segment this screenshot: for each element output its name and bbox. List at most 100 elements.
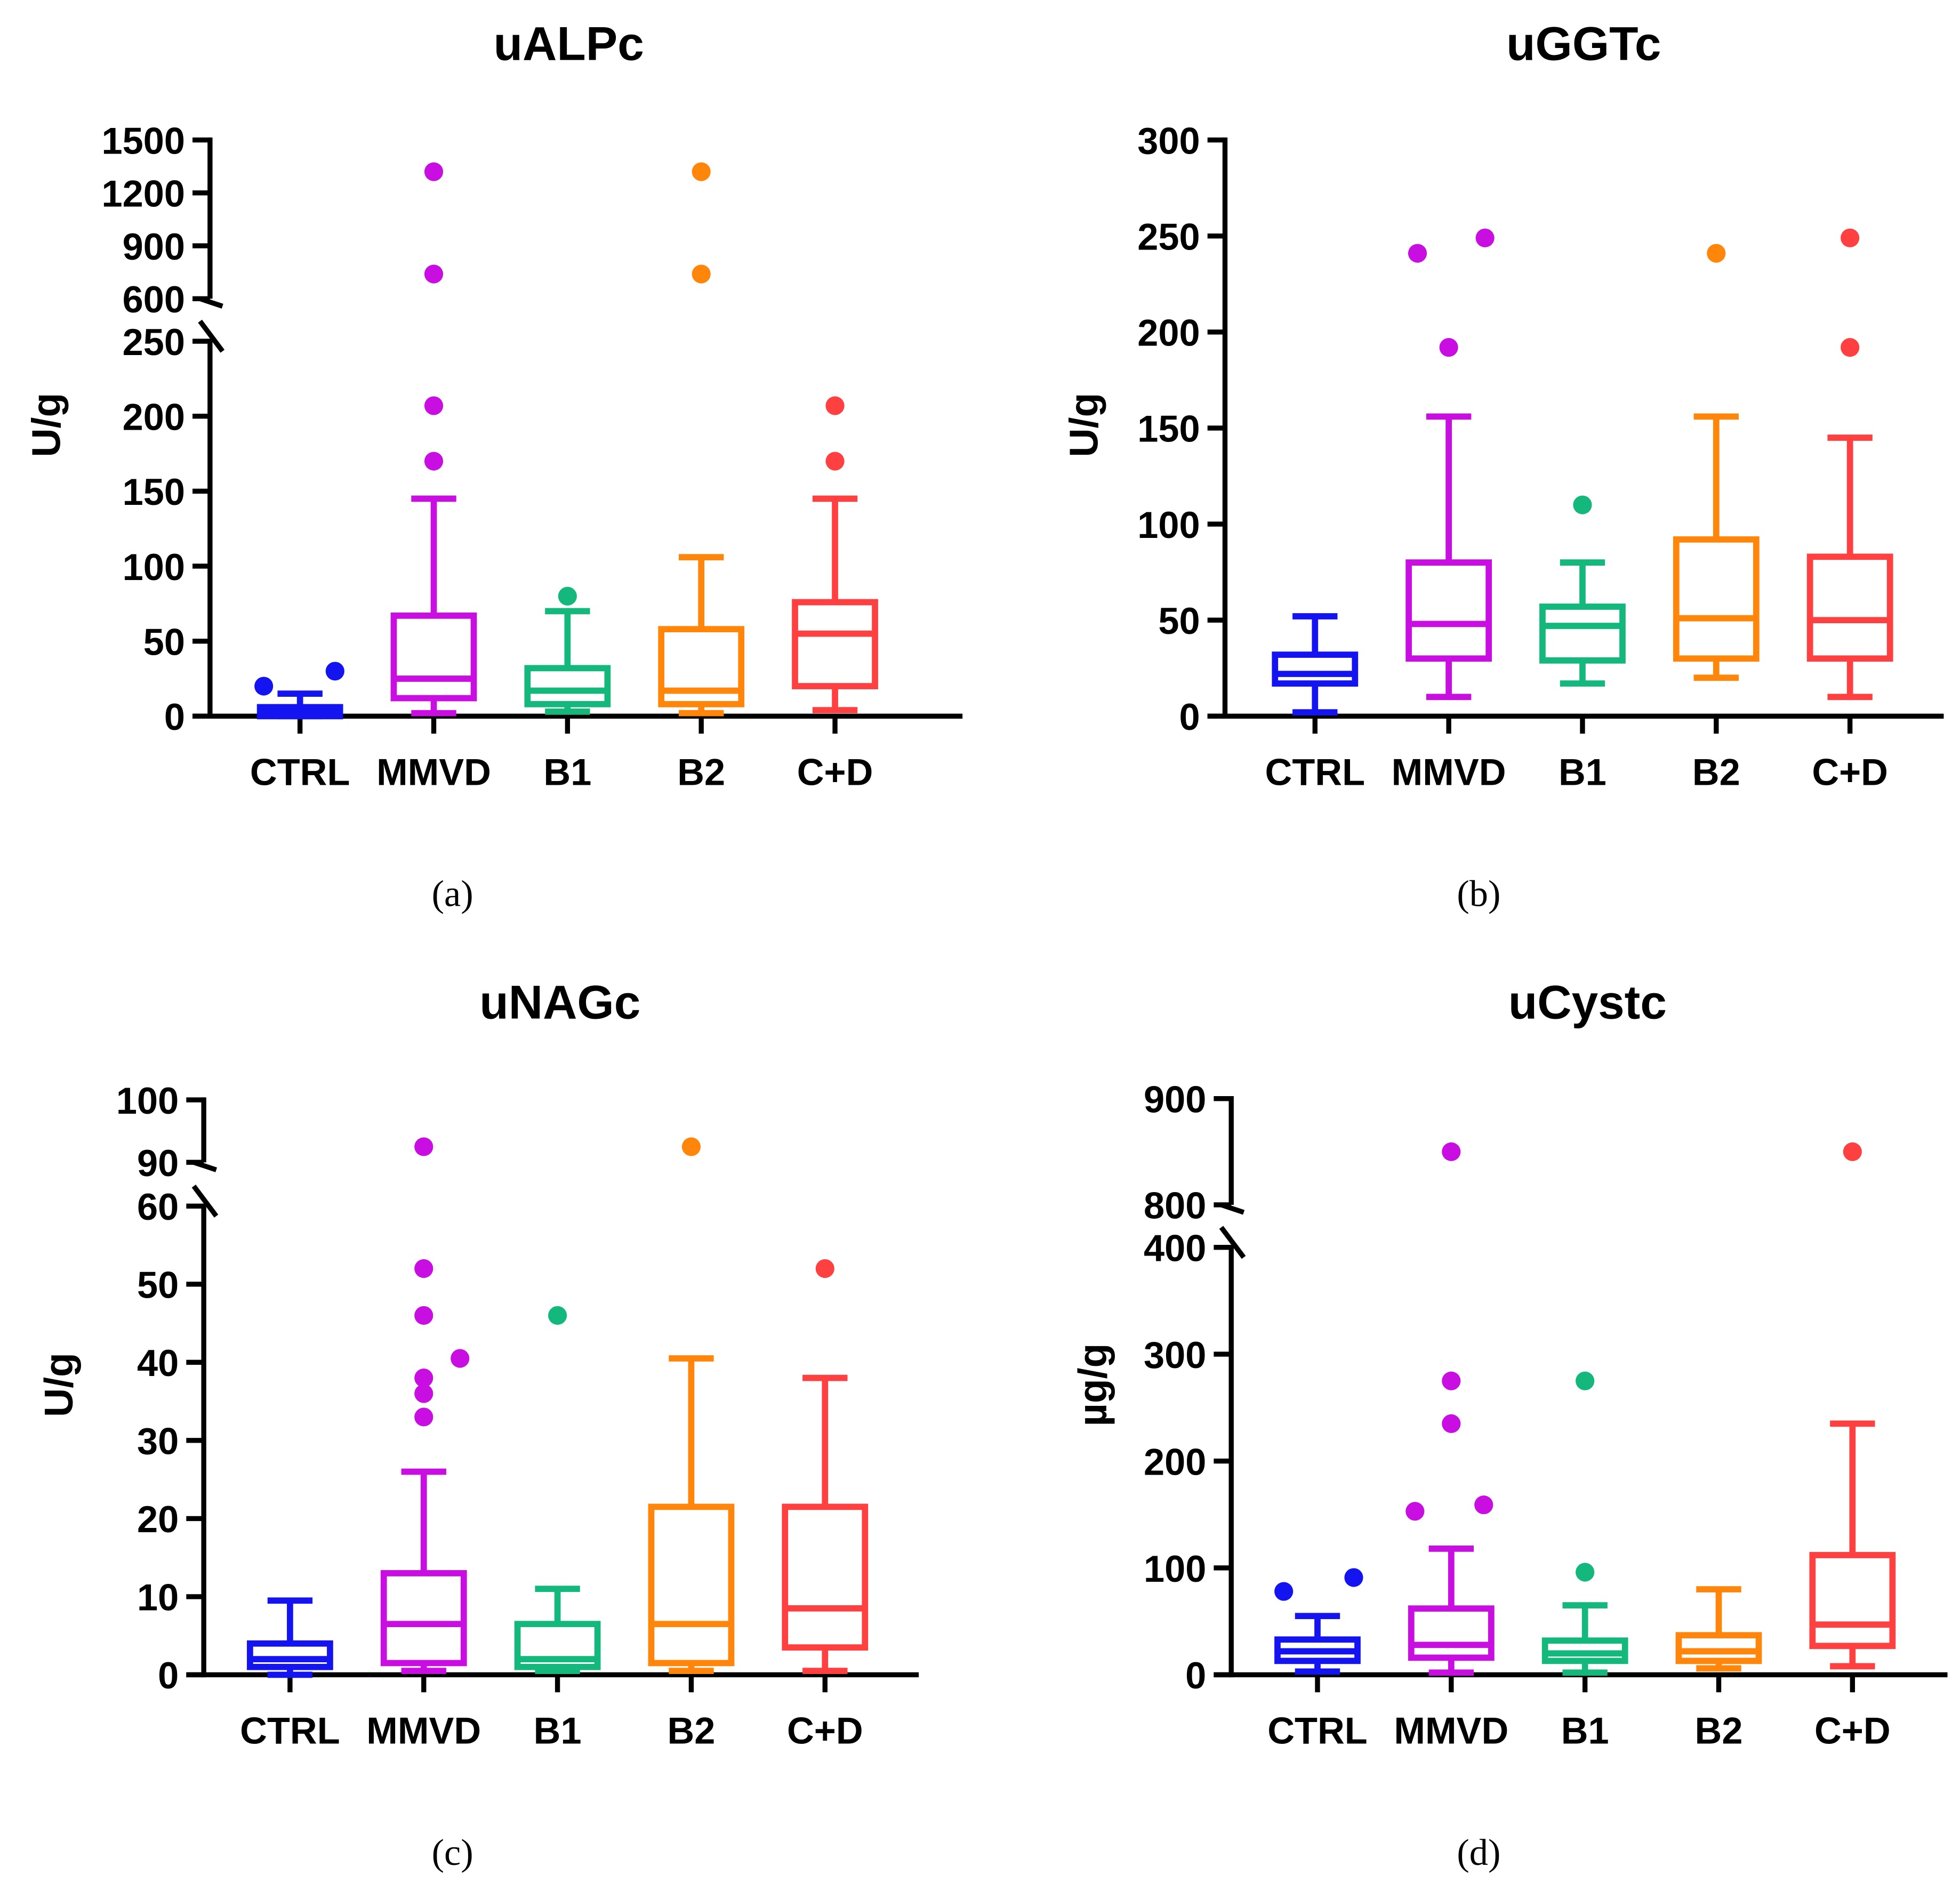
box-B2 bbox=[658, 162, 745, 717]
outlier-point bbox=[558, 586, 577, 606]
x-tick-label: B2 bbox=[1692, 751, 1740, 793]
outlier-point bbox=[548, 1306, 567, 1325]
box-iqr bbox=[792, 599, 878, 689]
x-tick-label: B1 bbox=[534, 1709, 582, 1751]
y-tick-label: 900 bbox=[123, 226, 185, 268]
box-iqr bbox=[514, 1621, 601, 1670]
x-tick-label: CTRL bbox=[1265, 751, 1365, 793]
box-B2 bbox=[648, 1137, 735, 1674]
outlier-point bbox=[414, 1369, 433, 1388]
x-tick-label: B1 bbox=[1559, 751, 1606, 793]
outlier-point bbox=[1843, 1142, 1862, 1161]
box-iqr bbox=[1809, 1552, 1896, 1649]
y-tick-label: 60 bbox=[137, 1186, 179, 1228]
y-tick-label: 600 bbox=[123, 278, 185, 320]
y-tick-label: 900 bbox=[1144, 1078, 1206, 1120]
y-tick-label: 0 bbox=[1185, 1654, 1206, 1696]
box-C+D bbox=[792, 396, 878, 713]
outlier-point bbox=[1474, 1495, 1493, 1515]
outlier-point bbox=[414, 1137, 433, 1156]
panel-label: (c) bbox=[432, 1832, 473, 1873]
outlier-point bbox=[414, 1384, 433, 1403]
y-tick-label: 100 bbox=[116, 1080, 179, 1122]
box-B1 bbox=[1539, 495, 1626, 687]
outlier-point bbox=[1408, 244, 1427, 263]
box-iqr bbox=[1539, 603, 1626, 664]
y-axis-label: µg/g bbox=[1070, 1343, 1115, 1427]
y-tick-label: 50 bbox=[143, 621, 185, 663]
box-iqr bbox=[247, 1640, 333, 1670]
box-B1 bbox=[524, 586, 611, 715]
y-tick-label: 50 bbox=[1158, 600, 1200, 642]
box-CTRL bbox=[254, 662, 344, 720]
y-tick-label: 20 bbox=[137, 1498, 179, 1540]
x-tick-label: MMVD bbox=[1392, 751, 1506, 793]
outlier-point bbox=[424, 396, 444, 415]
y-tick-label: 150 bbox=[1137, 408, 1200, 450]
outlier-point bbox=[325, 662, 344, 681]
y-tick-label: 1200 bbox=[102, 173, 185, 215]
x-tick-label: B2 bbox=[677, 751, 725, 793]
y-tick-label: 100 bbox=[1137, 504, 1200, 546]
y-tick-label: 300 bbox=[1144, 1334, 1206, 1376]
y-tick-label: 100 bbox=[123, 546, 185, 588]
y-tick-label: 50 bbox=[137, 1264, 179, 1306]
y-tick-label: 40 bbox=[137, 1342, 179, 1384]
outlier-point bbox=[414, 1259, 433, 1278]
outlier-point bbox=[1707, 244, 1726, 263]
box-MMVD bbox=[380, 1137, 470, 1674]
x-tick-label: MMVD bbox=[1394, 1709, 1508, 1751]
box-iqr bbox=[782, 1503, 869, 1651]
outlier-point bbox=[254, 677, 274, 696]
box-B1 bbox=[514, 1306, 601, 1674]
chart-title: uALPc bbox=[494, 17, 644, 70]
outlier-point bbox=[815, 1259, 834, 1278]
box-iqr bbox=[658, 626, 745, 707]
x-tick-label: C+D bbox=[787, 1709, 863, 1751]
chart-title: uGGTc bbox=[1506, 17, 1661, 70]
x-tick-label: B1 bbox=[543, 751, 591, 793]
box-iqr bbox=[648, 1503, 735, 1667]
box-iqr bbox=[390, 612, 477, 702]
outlier-point bbox=[1576, 1371, 1595, 1390]
chart-title: uCystc bbox=[1508, 976, 1667, 1029]
outlier-point bbox=[424, 162, 444, 181]
box-iqr bbox=[524, 665, 611, 707]
box-iqr bbox=[1673, 536, 1760, 662]
box-iqr bbox=[1675, 1632, 1762, 1664]
x-tick-label: CTRL bbox=[250, 751, 350, 793]
x-tick-label: CTRL bbox=[1267, 1709, 1368, 1751]
outlier-point bbox=[414, 1407, 433, 1427]
box-MMVD bbox=[1405, 1142, 1495, 1676]
x-tick-label: C+D bbox=[797, 751, 873, 793]
outlier-point bbox=[424, 452, 444, 471]
panel-label: (b) bbox=[1457, 873, 1500, 915]
outlier-point bbox=[1344, 1568, 1363, 1587]
outlier-point bbox=[1442, 1142, 1461, 1161]
outlier-point bbox=[1475, 228, 1495, 247]
box-B2 bbox=[1675, 1586, 1762, 1672]
chart-title: uNAGc bbox=[479, 976, 640, 1029]
y-tick-label: 200 bbox=[1144, 1441, 1206, 1483]
axis-break-mark bbox=[198, 319, 225, 353]
y-tick-label: 0 bbox=[164, 696, 185, 738]
box-C+D bbox=[1809, 1142, 1896, 1670]
y-tick-label: 300 bbox=[1137, 119, 1200, 162]
box-C+D bbox=[782, 1259, 869, 1674]
y-tick-label: 250 bbox=[1137, 215, 1200, 258]
y-axis-label: U/g bbox=[24, 393, 69, 457]
y-tick-label: 100 bbox=[1144, 1548, 1206, 1590]
box-iqr bbox=[380, 1570, 467, 1667]
x-tick-label: B2 bbox=[668, 1709, 716, 1751]
y-tick-label: 0 bbox=[158, 1654, 179, 1696]
y-tick-label: 800 bbox=[1144, 1185, 1206, 1227]
y-tick-label: 250 bbox=[123, 321, 185, 363]
x-tick-label: B1 bbox=[1561, 1709, 1609, 1751]
y-tick-label: 0 bbox=[1179, 696, 1200, 738]
y-axis-label: U/g bbox=[1061, 393, 1106, 457]
